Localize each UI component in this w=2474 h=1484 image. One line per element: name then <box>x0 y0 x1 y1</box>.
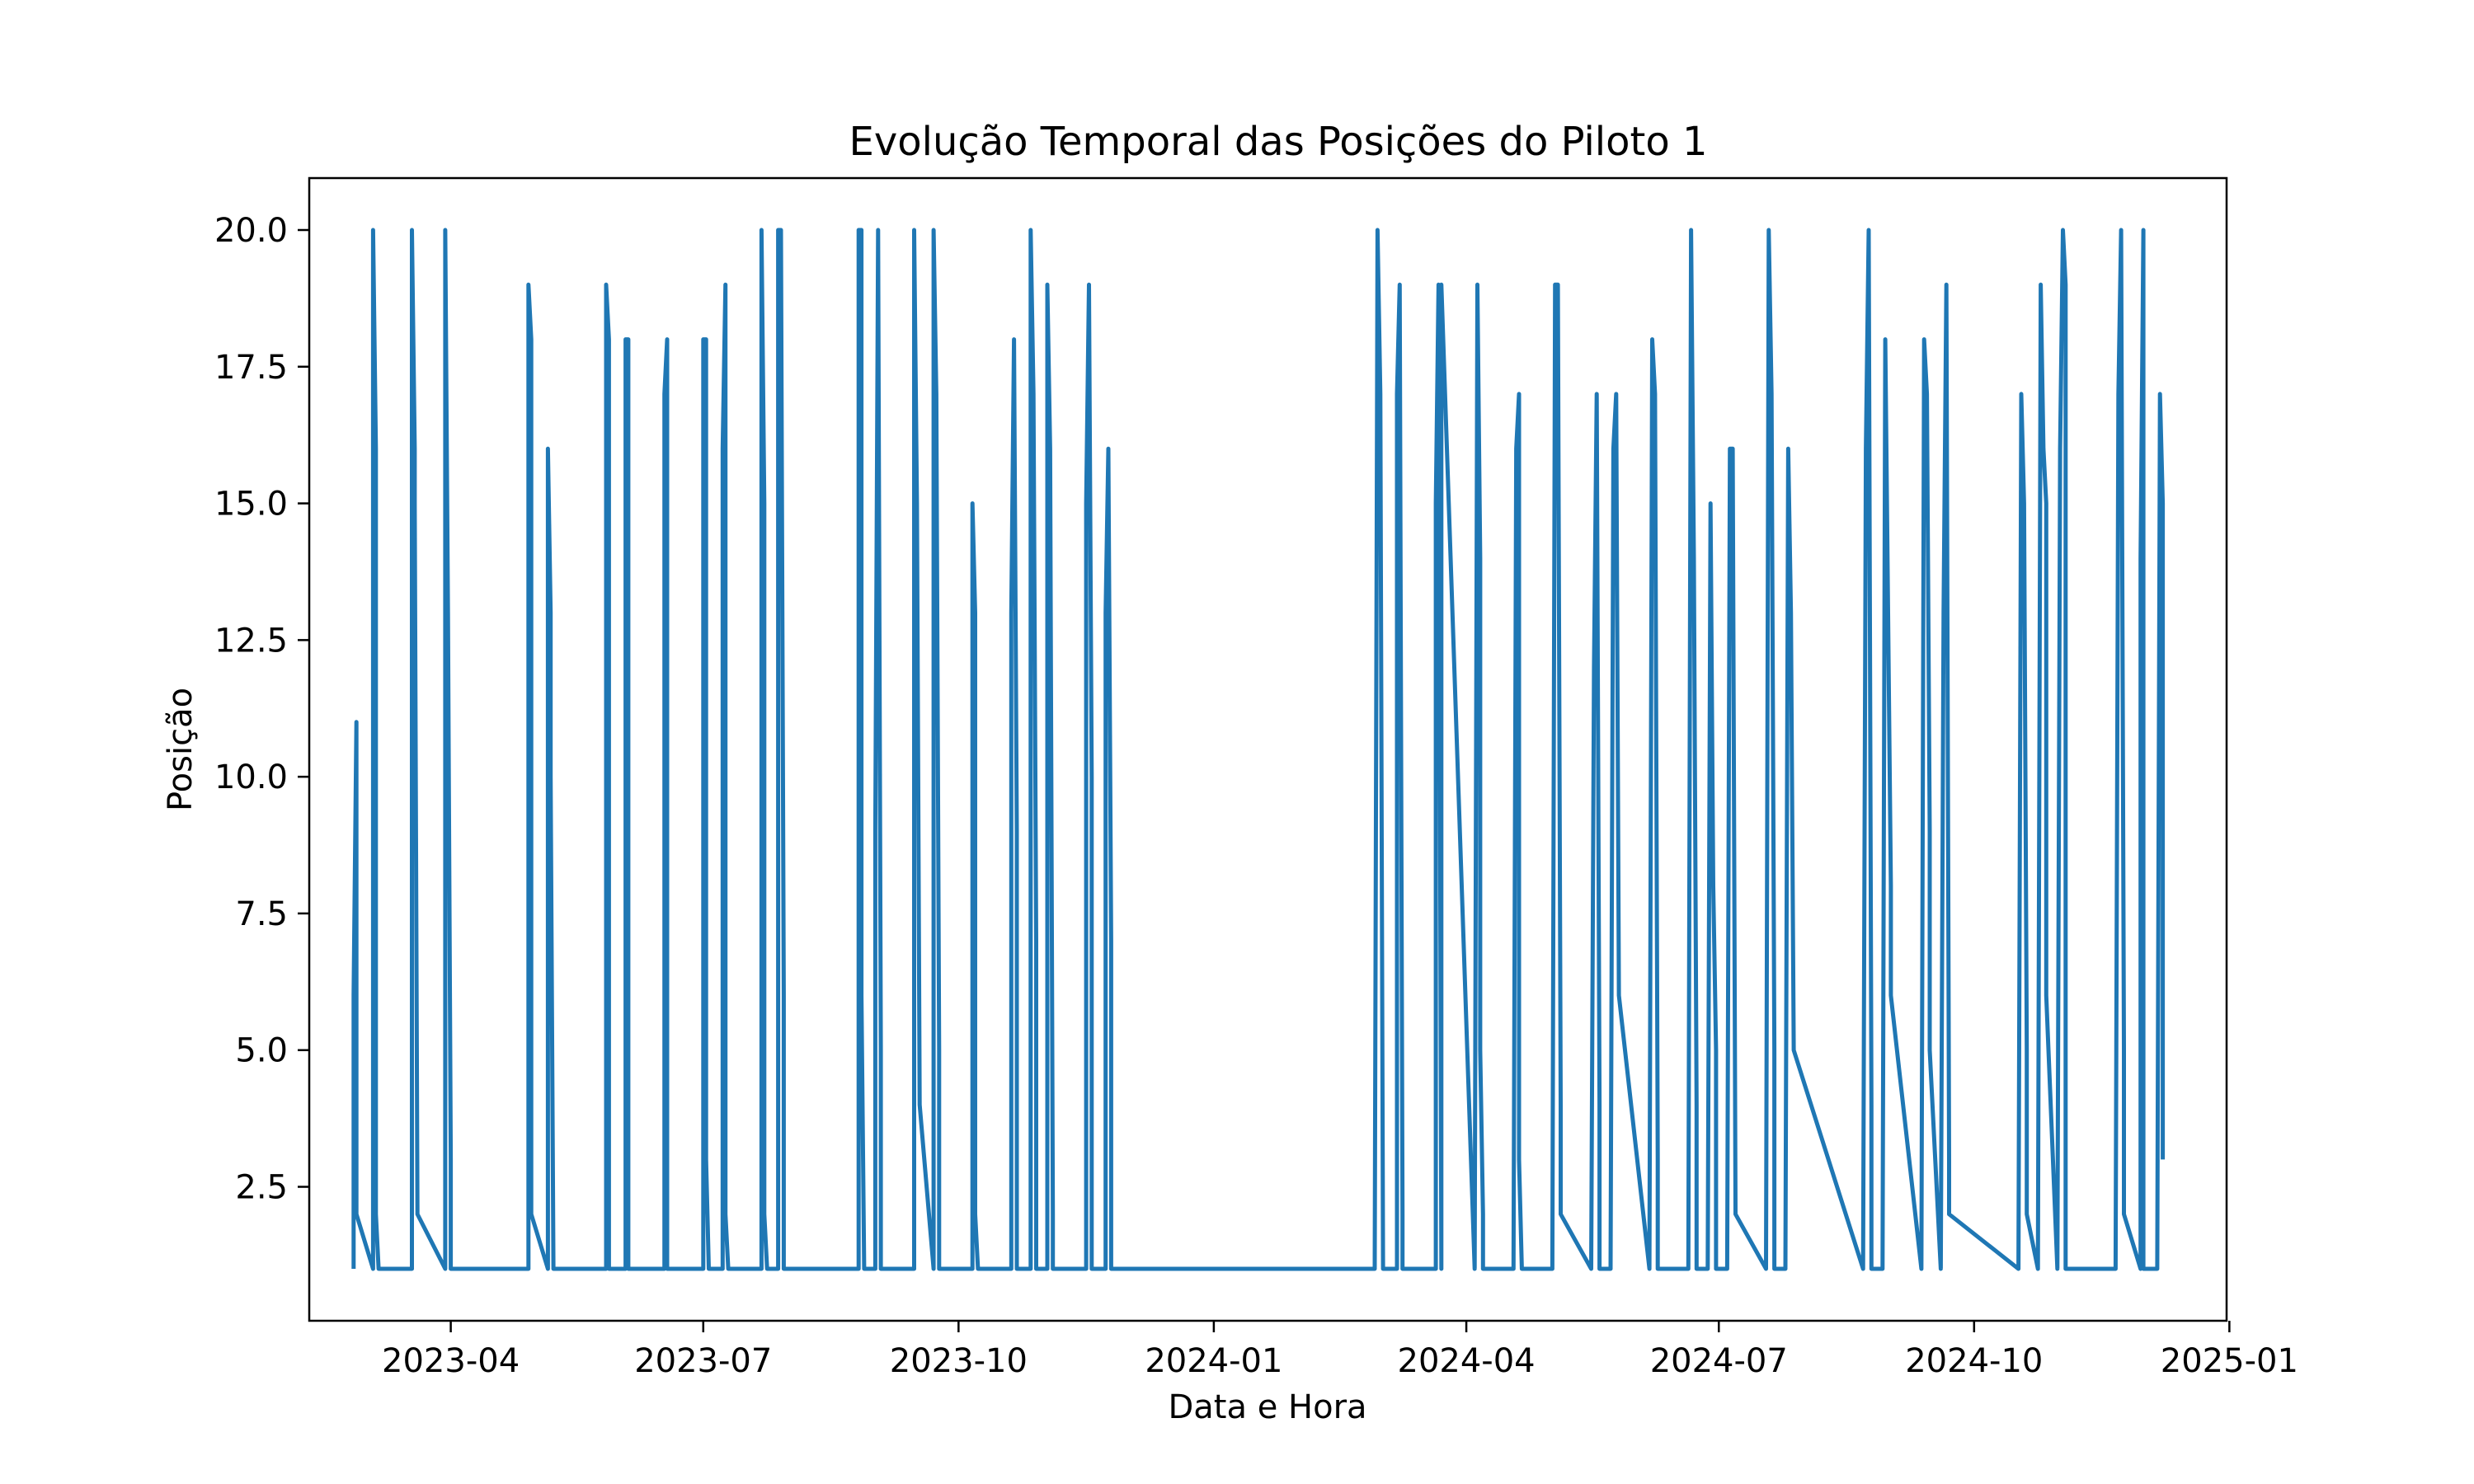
y-tick-label: 20.0 <box>214 212 288 250</box>
chart-title: Evolução Temporal das Posições do Piloto… <box>849 119 1708 165</box>
y-tick-label: 5.0 <box>235 1032 288 1070</box>
plot-area <box>351 228 2166 1271</box>
y-axis: 2.5 5.0 7.5 10.0 12.5 15.0 17.5 20.0 <box>214 212 309 1207</box>
x-axis: 2023-04 2023-07 2023-10 2024-01 2024-04 2024-… <box>382 1321 2298 1380</box>
x-tick-label: 2024-04 <box>1398 1342 1536 1380</box>
y-tick-label: 17.5 <box>214 349 288 387</box>
x-tick-label: 2024-07 <box>1650 1342 1788 1380</box>
axes-frame <box>308 176 2228 1322</box>
y-tick-label: 7.5 <box>235 895 288 933</box>
x-tick-label: 2024-01 <box>1145 1342 1282 1380</box>
x-axis-label: Data e Hora <box>1168 1388 1366 1426</box>
y-tick-label: 15.0 <box>214 486 288 524</box>
y-tick-label: 10.0 <box>214 758 288 796</box>
y-tick-label: 12.5 <box>214 622 288 660</box>
y-axis-label: Posição <box>162 688 200 811</box>
x-tick-label: 2023-04 <box>382 1342 520 1380</box>
x-tick-label: 2023-07 <box>634 1342 772 1380</box>
y-tick-label: 2.5 <box>235 1169 288 1207</box>
x-tick-label: 2025-01 <box>2161 1342 2298 1380</box>
series-line-1 <box>351 228 2166 1271</box>
x-tick-label: 2023-10 <box>890 1342 1028 1380</box>
x-tick-label: 2024-10 <box>1905 1342 2043 1380</box>
